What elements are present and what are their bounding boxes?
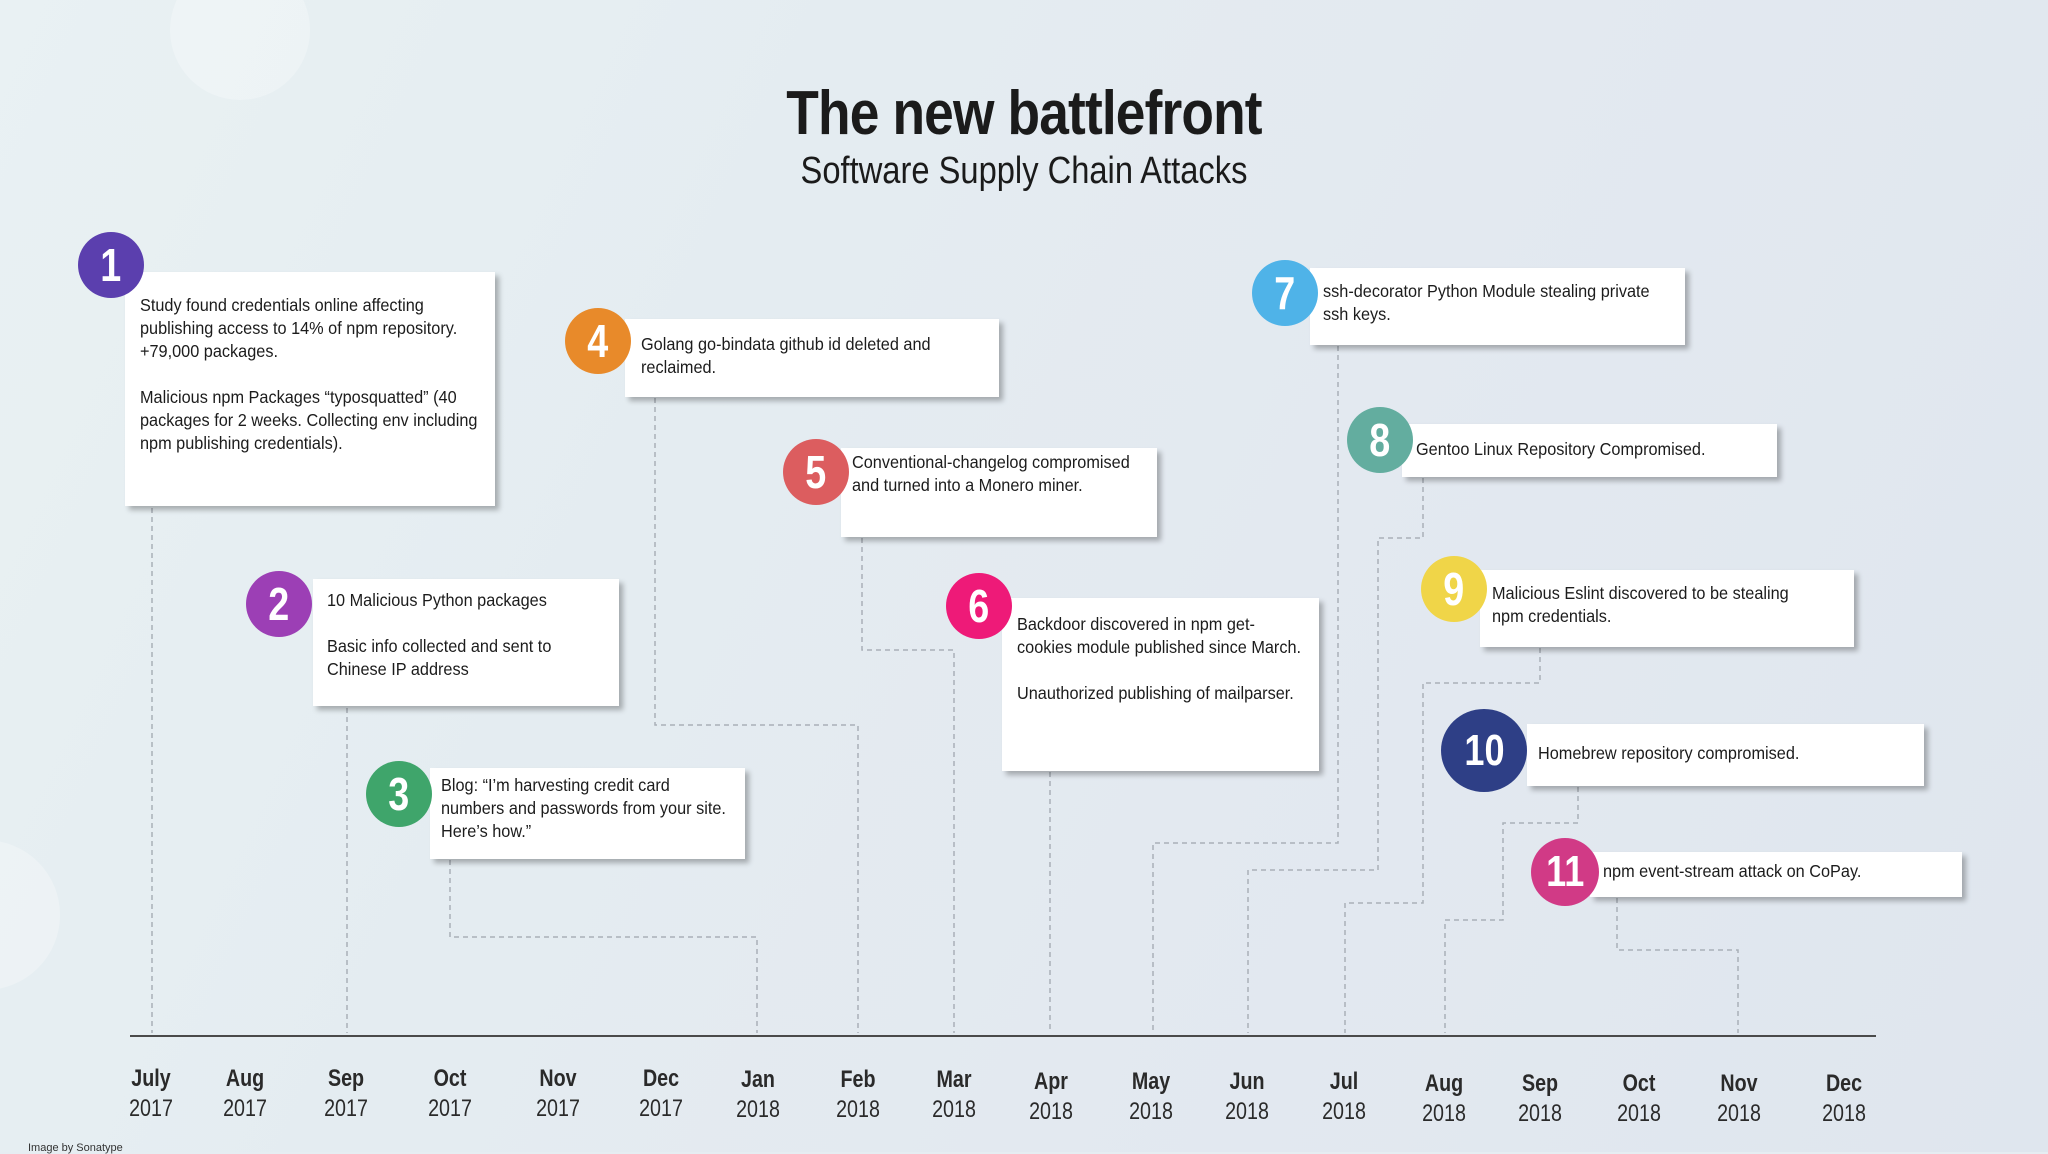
month-label: Sep 2018	[1518, 1070, 1562, 1127]
timeline-axis	[130, 1035, 1876, 1037]
page-subtitle: Software Supply Chain Attacks	[800, 150, 1248, 192]
connector-7	[1152, 346, 1339, 1033]
event-text-10: Homebrew repository compromised.	[1538, 743, 1800, 763]
event-text-4: Golang go-bindata github id deleted and …	[641, 334, 931, 377]
event-card-7: ssh-decorator Python Module stealing pri…	[1310, 268, 1685, 345]
month-label: Jun 2018	[1225, 1068, 1269, 1125]
month-label: Oct 2017	[428, 1065, 472, 1122]
event-text-6: Backdoor discovered in npm get-cookies m…	[1017, 614, 1302, 703]
event-badge-5: 5	[783, 439, 849, 505]
connector-4	[654, 398, 859, 1033]
event-text-9: Malicious Eslint discovered to be steali…	[1492, 583, 1789, 626]
image-credit: Image by Sonatype	[28, 1142, 123, 1154]
month-label: Aug 2018	[1422, 1070, 1466, 1127]
month-label: Jan 2018	[736, 1066, 780, 1123]
event-text-5: Conventional-changelog compromised and t…	[852, 452, 1130, 495]
month-label: Aug 2017	[223, 1065, 267, 1122]
connector-11	[1616, 898, 1739, 1033]
month-label: Dec 2018	[1822, 1070, 1866, 1127]
month-label: July 2017	[129, 1065, 173, 1122]
event-card-4: Golang go-bindata github id deleted and …	[625, 319, 999, 397]
event-badge-9: 9	[1421, 556, 1487, 622]
event-card-11: npm event-stream attack on CoPay.	[1590, 852, 1962, 897]
month-label: Sep 2017	[324, 1065, 368, 1122]
month-label: Mar 2018	[932, 1066, 976, 1123]
event-badge-10: 10	[1441, 709, 1527, 792]
event-text-7: ssh-decorator Python Module stealing pri…	[1323, 281, 1650, 324]
event-card-5: Conventional-changelog compromised and t…	[841, 448, 1157, 537]
connector-3	[449, 860, 758, 1033]
event-text-8: Gentoo Linux Repository Compromised.	[1416, 439, 1706, 459]
event-text-3: Blog: “I’m harvesting credit card number…	[441, 775, 726, 841]
event-text-11: npm event-stream attack on CoPay.	[1603, 861, 1862, 881]
event-badge-6: 6	[946, 573, 1012, 639]
event-badge-2: 2	[246, 571, 312, 637]
month-label: Nov 2018	[1717, 1070, 1761, 1127]
month-label: Apr 2018	[1029, 1068, 1073, 1125]
event-card-6: Backdoor discovered in npm get-cookies m…	[1002, 598, 1319, 771]
connector-10	[1444, 787, 1579, 1033]
event-card-1: Study found credentials online affecting…	[125, 272, 495, 506]
event-card-8: Gentoo Linux Repository Compromised.	[1402, 424, 1777, 477]
month-label: May 2018	[1129, 1068, 1173, 1125]
event-badge-3: 3	[366, 761, 432, 827]
connector-8	[1247, 478, 1424, 1033]
event-badge-8: 8	[1347, 407, 1413, 473]
event-badge-1: 1	[78, 232, 144, 298]
event-badge-7: 7	[1252, 260, 1318, 326]
event-text-1: Study found credentials online affecting…	[140, 295, 478, 453]
event-card-10: Homebrew repository compromised.	[1527, 724, 1924, 786]
event-card-3: Blog: “I’m harvesting credit card number…	[430, 768, 745, 859]
event-card-9: Malicious Eslint discovered to be steali…	[1480, 570, 1854, 647]
connector-5	[861, 538, 955, 1033]
month-label: Jul 2018	[1322, 1068, 1366, 1125]
month-label: Nov 2017	[536, 1065, 580, 1122]
month-label: Dec 2017	[639, 1065, 683, 1122]
event-card-2: 10 Malicious Python packages Basic info …	[313, 579, 619, 706]
page-title: The new battlefront	[786, 79, 1262, 148]
connector-9	[1344, 648, 1541, 1033]
event-badge-11: 11	[1531, 838, 1599, 906]
event-text-2: 10 Malicious Python packages Basic info …	[327, 590, 552, 679]
month-label: Feb 2018	[836, 1066, 880, 1123]
event-badge-4: 4	[565, 308, 631, 374]
month-label: Oct 2018	[1617, 1070, 1661, 1127]
